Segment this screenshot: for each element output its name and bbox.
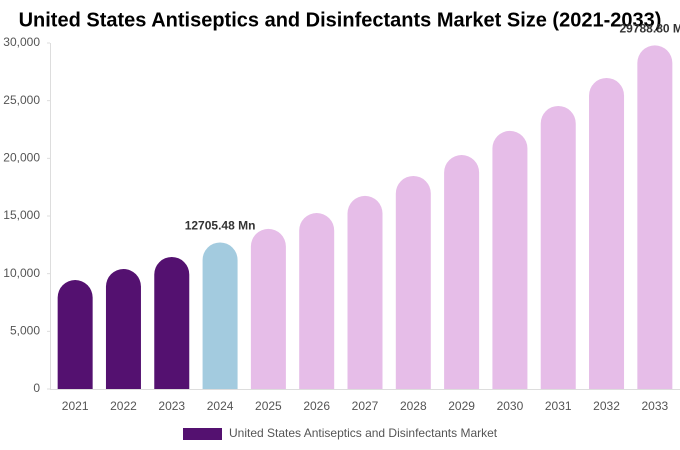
y-tick-label: 0 <box>33 381 40 395</box>
x-tick-label: 2024 <box>207 399 234 413</box>
y-tick-label: 25,000 <box>3 93 40 107</box>
value-label: 29788.80 Mn <box>619 22 680 36</box>
x-tick-label: 2028 <box>400 399 427 413</box>
x-tick-label: 2033 <box>641 399 668 413</box>
bar <box>250 228 286 389</box>
legend-label: United States Antiseptics and Disinfecta… <box>229 426 498 440</box>
x-tick-label: 2032 <box>593 399 620 413</box>
bar <box>395 175 431 389</box>
bar <box>57 280 93 389</box>
bar <box>154 256 190 389</box>
y-tick-label: 5,000 <box>10 324 40 338</box>
value-label: 12705.48 Mn <box>185 219 256 233</box>
bar <box>347 195 383 389</box>
x-tick-label: 2022 <box>110 399 137 413</box>
bar <box>444 154 480 389</box>
bar <box>202 242 238 389</box>
x-tick-label: 2026 <box>303 399 330 413</box>
bar <box>299 213 335 389</box>
x-tick-label: 2021 <box>62 399 89 413</box>
bar <box>589 77 625 390</box>
y-tick-label: 30,000 <box>3 35 40 49</box>
x-tick-label: 2023 <box>158 399 185 413</box>
y-tick-label: 20,000 <box>3 151 40 165</box>
bar <box>105 269 141 389</box>
bar <box>492 130 528 390</box>
x-tick-label: 2031 <box>545 399 572 413</box>
legend-swatch <box>183 428 222 440</box>
chart-title: United States Antiseptics and Disinfecta… <box>19 9 662 31</box>
bar <box>637 45 673 389</box>
bar <box>540 105 576 390</box>
x-tick-label: 2030 <box>497 399 524 413</box>
x-tick-label: 2025 <box>255 399 282 413</box>
y-tick-label: 10,000 <box>3 266 40 280</box>
x-tick-label: 2027 <box>352 399 379 413</box>
x-tick-label: 2029 <box>448 399 475 413</box>
y-tick-label: 15,000 <box>3 208 40 222</box>
